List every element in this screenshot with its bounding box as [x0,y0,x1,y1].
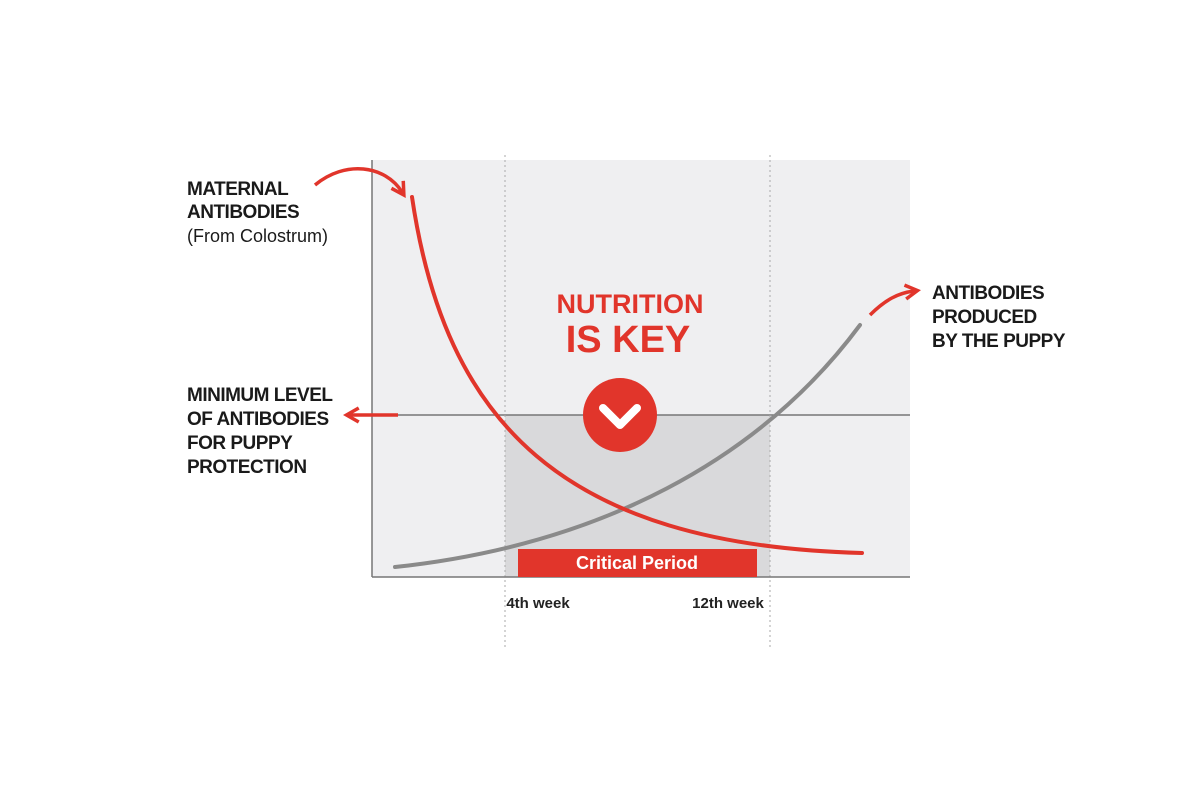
center-title: IS KEY [566,319,691,361]
puppy-arrow [868,283,921,317]
maternal-note: (From Colostrum) [187,226,328,246]
maternal-antibodies-curve [410,195,864,555]
minimum-label: FOR PUPPY [187,433,293,454]
maternal-label: ANTIBODIES [187,202,299,223]
puppy-antibodies-curve [393,323,862,569]
week-label: 4th week [506,595,570,612]
maternal-label: MATERNAL [187,179,289,200]
minimum-label: PROTECTION [187,457,307,478]
critical-period-bar [518,549,757,577]
critical-period-label: Critical Period [576,553,698,573]
puppy-label: ANTIBODIES [932,283,1044,304]
minimum-label: OF ANTIBODIES [187,409,329,430]
puppy-label: PRODUCED [932,307,1037,328]
center-title: NUTRITION [557,289,704,319]
puppy-label: BY THE PUPPY [932,331,1066,352]
maternal-arrow [313,167,406,198]
check-icon [599,404,641,429]
minimum-label: MINIMUM LEVEL [187,385,333,406]
check-badge [583,378,657,452]
week-label: 12th week [692,595,764,612]
